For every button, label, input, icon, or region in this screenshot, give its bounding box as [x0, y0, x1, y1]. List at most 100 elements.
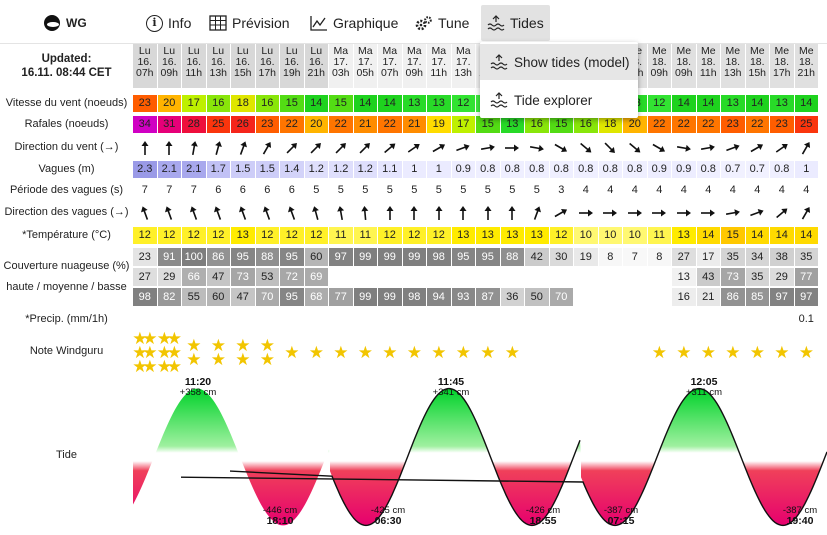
wave-arrow-icon [652, 209, 667, 217]
wave-height-cell: 0.7 [721, 161, 745, 178]
wind-direction-cell [256, 138, 280, 157]
header-date: 17. [333, 56, 349, 68]
gust-cell: 22 [745, 116, 769, 133]
wave-arrow-icon [435, 206, 443, 220]
menu-item-show-tides[interactable]: Show tides (model) [480, 44, 638, 80]
wind-speed-cell: 14 [353, 95, 377, 112]
wind-direction-cell [525, 138, 549, 157]
logo[interactable]: WG [44, 15, 87, 31]
header-day: Ma [406, 45, 422, 57]
gust-cell: 22 [696, 116, 720, 133]
tides-icon [490, 92, 508, 108]
wind-speed-cell: 14 [304, 95, 328, 112]
rating-star-icon: ★ [142, 329, 158, 348]
tide-curve-line [180, 387, 827, 527]
cloud-cover-cell: 99 [353, 248, 377, 266]
header-date: 17. [431, 56, 447, 68]
cloud-cover-cell: 34 [745, 248, 769, 266]
rating-star-icon: ★ [651, 343, 667, 362]
wave-period-cell: 4 [607, 184, 614, 196]
header-day: Ma [431, 45, 447, 57]
wave-direction-cell [476, 203, 500, 223]
temperature-cell: 14 [770, 227, 794, 244]
header-day: Lu [310, 45, 323, 57]
gust-cell: 34 [133, 116, 157, 133]
tab-tune[interactable]: Tune [409, 8, 475, 38]
wind-direction-cell [427, 138, 451, 157]
cloud-cover-cell: 72 [280, 268, 304, 286]
wave-height-cell: 0.7 [745, 161, 769, 178]
cloud-cover-cell: 36 [500, 288, 524, 306]
header-date: 16. [284, 56, 300, 68]
row-label-wind: Vitesse du vent (noeuds) [5, 96, 128, 109]
wave-arrow-icon [775, 208, 788, 219]
wave-height-cell: 2.3 [133, 161, 157, 178]
tab-prevision[interactable]: Prévision [203, 8, 296, 38]
wind-direction-cell [599, 138, 623, 157]
wave-arrow-icon [701, 209, 716, 217]
wave-period-cell: 5 [533, 184, 540, 196]
wave-arrow-icon [627, 209, 642, 217]
wave-height-cell: 1.7 [206, 161, 230, 178]
wind-direction-cell [623, 138, 647, 157]
wave-period-cell: 5 [411, 184, 418, 196]
temperature-cell: 12 [182, 227, 206, 244]
wave-period-cell: 5 [362, 184, 369, 196]
wind-speed-cell: 14 [794, 95, 818, 112]
wave-period-cell: 7 [141, 184, 148, 196]
tide-curve-fill [133, 388, 330, 526]
wave-height-cell: 1.2 [353, 161, 377, 178]
wave-period-cell: 4 [656, 184, 663, 196]
tide-curve-fill [330, 388, 581, 526]
wave-period-cell: 6 [215, 184, 222, 196]
wind-speed-cell: 14 [378, 95, 402, 112]
tide-time: 18:55 [529, 515, 557, 527]
menu-item-tide-explorer[interactable]: Tide explorer [480, 82, 638, 118]
wave-direction-cell [452, 203, 476, 223]
wave-direction-cell [207, 203, 231, 223]
header-day: Me [774, 45, 790, 57]
temperature-cell: 13 [525, 227, 549, 244]
wind-arrow-icon [190, 140, 198, 155]
rating-star-icon: ★ [480, 343, 496, 362]
tab-info[interactable]: i Info [140, 8, 197, 38]
tab-tides[interactable]: Tides [481, 5, 550, 41]
cloud-cover-cell: 69 [304, 268, 328, 286]
header-hour: 07h [135, 67, 154, 79]
wave-height-cell: 0.8 [623, 161, 647, 178]
header-hour: 09h [160, 67, 179, 79]
header-hour: 17h [258, 67, 277, 79]
rating-star-icon: ★ [132, 357, 148, 376]
cloud-cover-cell: 94 [427, 288, 451, 306]
row-label-period: Période des vagues (s) [9, 183, 124, 196]
header-day: Me [725, 45, 741, 57]
rating-star-icon: ★ [166, 329, 182, 348]
temperature-cell: 10 [598, 227, 622, 244]
wave-arrow-icon [802, 206, 811, 220]
wave-period-cell: 4 [729, 184, 736, 196]
wind-direction-cell [158, 138, 182, 157]
wave-height-cell: 1 [402, 161, 426, 178]
wave-arrow-icon [165, 206, 173, 220]
row-label-wind-dir: Direction du vent (→) [14, 140, 119, 153]
wave-period-cell: 6 [239, 184, 246, 196]
cloud-cover-cell: 55 [182, 288, 206, 306]
wave-arrow-icon [263, 206, 271, 220]
wind-arrow-icon [725, 143, 740, 151]
rating-star-icon: ★ [166, 343, 182, 362]
wave-arrow-icon [312, 206, 320, 220]
cloud-cover-cell: 95 [451, 248, 475, 266]
wave-direction-cell [623, 203, 647, 223]
tab-graphique[interactable]: Graphique [304, 8, 404, 38]
tide-time: 07:15 [607, 515, 635, 527]
windguru-logo-icon [44, 15, 60, 31]
tides-icon [490, 54, 508, 70]
header-day: Me [700, 45, 716, 57]
header-date: 17. [357, 56, 373, 68]
wave-direction-cell [770, 203, 794, 223]
cloud-cover-cell: 38 [770, 248, 794, 266]
wave-arrow-icon [238, 206, 246, 220]
wave-direction-cell [133, 203, 157, 223]
wave-period-cell: 6 [288, 184, 295, 196]
column-header: Ma 17. 03h [329, 44, 353, 88]
